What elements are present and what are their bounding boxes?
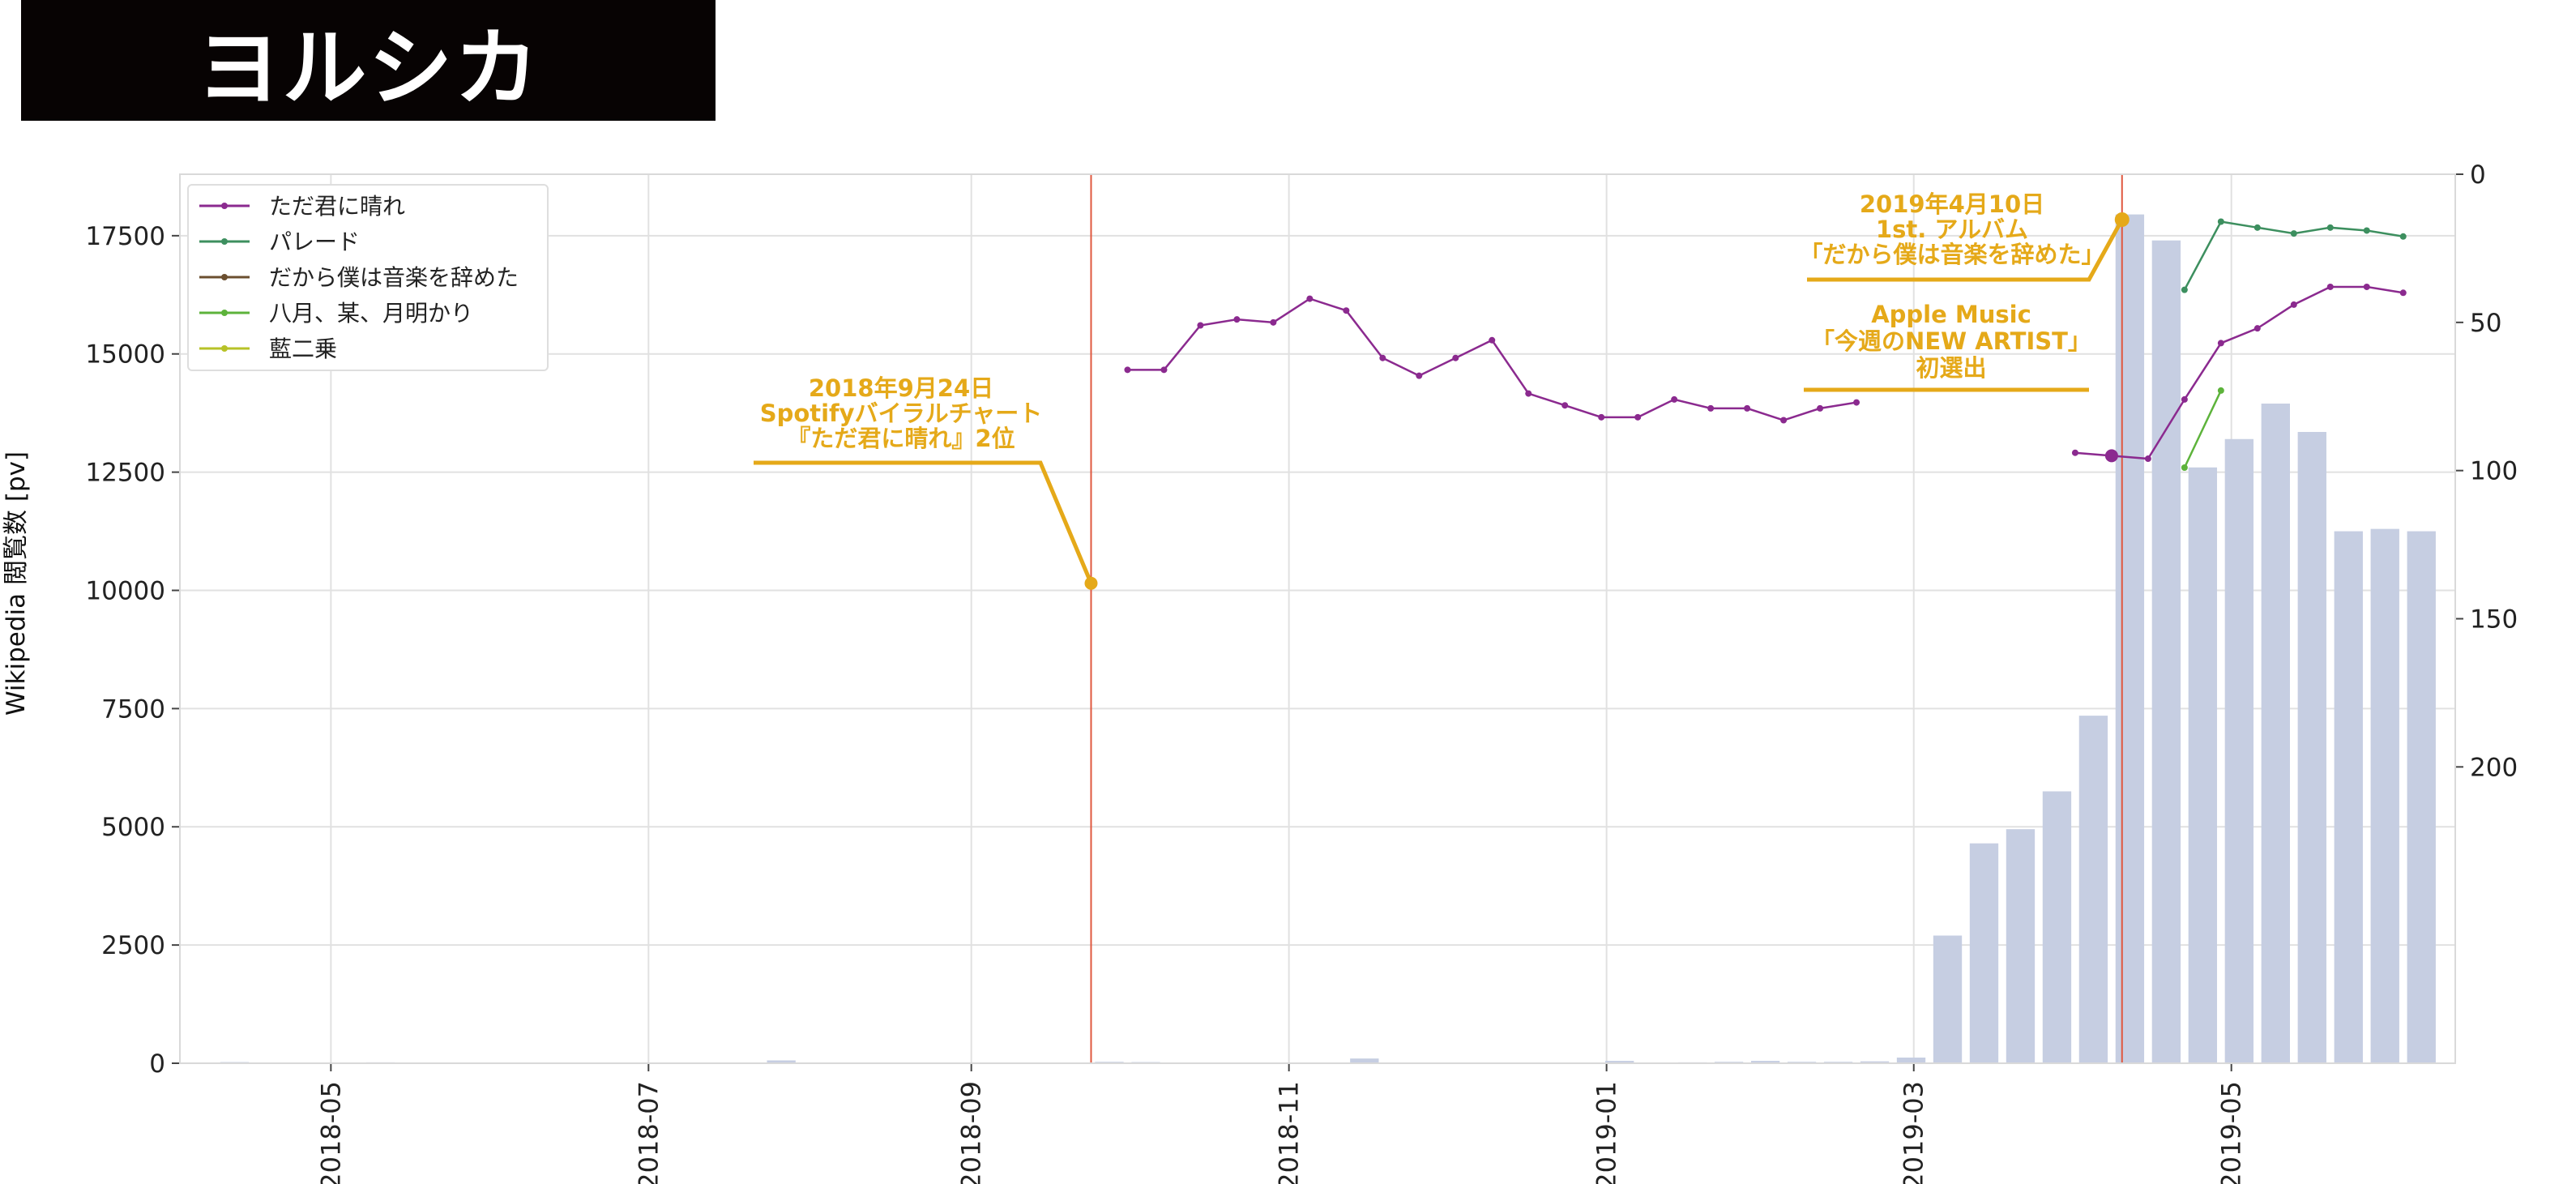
title-banner: ヨルシカ xyxy=(21,0,716,121)
annotation-text: 1st. アルバム xyxy=(1876,216,2028,243)
annotation-text: 初選出 xyxy=(1916,354,1986,382)
annotation-text: 『ただ君に晴れ』2位 xyxy=(787,425,1015,452)
annotation-text: 2019年4月10日 xyxy=(1860,190,2044,218)
bar xyxy=(2297,432,2326,1063)
y-tick-label: 7500 xyxy=(101,695,165,724)
event-lines xyxy=(1090,174,2123,1063)
legend-swatch-dot xyxy=(221,345,228,352)
bar xyxy=(2370,528,2399,1063)
bar xyxy=(2334,531,2363,1063)
y-tick-label: 10000 xyxy=(85,576,165,605)
bars xyxy=(220,214,2436,1064)
x-tick-label: 2018-09 xyxy=(956,1081,987,1184)
y-tick-label: 2500 xyxy=(101,931,165,960)
series-line xyxy=(2183,390,2222,468)
bar xyxy=(2042,791,2072,1063)
bar xyxy=(1896,1057,1926,1063)
rank-series xyxy=(1124,218,2407,472)
series-line xyxy=(1127,297,1857,421)
right-tick-label: 200 xyxy=(2470,753,2518,782)
chart-title: ヨルシカ xyxy=(196,19,540,118)
bar xyxy=(1933,935,1963,1063)
bar xyxy=(2188,467,2218,1063)
y-axis-label: Wikipedia 閲覧数 [pv] xyxy=(2,451,31,716)
legend-swatch-dot xyxy=(221,238,228,245)
bar xyxy=(1860,1061,1890,1063)
bar xyxy=(2078,716,2108,1063)
legend-label: 藍二乗 xyxy=(269,336,337,362)
series-line xyxy=(2183,220,2403,291)
legend-label: だから僕は音楽を辞めた xyxy=(269,264,519,291)
legend-box xyxy=(187,184,549,371)
x-tick-label: 2019-03 xyxy=(1899,1081,1929,1184)
x-tick-label: 2019-01 xyxy=(1591,1081,1622,1184)
bar xyxy=(1605,1061,1634,1063)
bar xyxy=(2115,214,2145,1064)
x-tick-label: 2019-05 xyxy=(2216,1081,2247,1184)
bar xyxy=(2151,240,2181,1063)
axes: 0 2500 5000 7500 10000 12500 15000 17500 2018-05… xyxy=(85,160,2518,1184)
annotation-text: 2018年9月24日 xyxy=(809,374,993,402)
right-tick-label: 100 xyxy=(2470,457,2518,486)
y-tick-label: 17500 xyxy=(85,222,165,251)
legend-label: 八月、某、月明かり xyxy=(269,300,473,327)
annotation-text: Spotifyバイラルチャート xyxy=(760,400,1043,427)
highlight-point xyxy=(2104,449,2118,463)
x-tick-label: 2018-07 xyxy=(633,1081,664,1184)
bar xyxy=(2261,404,2290,1063)
bar xyxy=(2224,438,2254,1063)
y-tick-label: 12500 xyxy=(85,459,165,488)
x-tick-label: 2018-11 xyxy=(1274,1081,1305,1184)
bar xyxy=(767,1060,796,1063)
annotation-text: Apple Music xyxy=(1871,301,2031,328)
legend-swatch-dot xyxy=(221,274,228,280)
annotation-marker xyxy=(2114,212,2130,227)
y-tick-label: 0 xyxy=(149,1049,165,1079)
bar xyxy=(2407,531,2436,1063)
bar xyxy=(2006,829,2036,1063)
right-tick-label: 150 xyxy=(2470,605,2518,635)
grid xyxy=(180,174,2455,1064)
plot-frame xyxy=(179,173,2456,1064)
bar xyxy=(1969,843,1999,1063)
bar xyxy=(1350,1058,1379,1063)
legend-label: ただ君に晴れ xyxy=(269,193,405,220)
annotation-leader xyxy=(1807,218,2124,282)
legend-swatch-dot xyxy=(221,203,228,209)
series-line xyxy=(2074,285,2403,460)
legend-label: パレード xyxy=(269,229,360,255)
annotation-leader xyxy=(754,460,1093,584)
y-tick-label: 5000 xyxy=(101,813,165,842)
x-tick-label: 2018-05 xyxy=(315,1081,346,1184)
bar xyxy=(1750,1061,1780,1063)
right-tick-label: 50 xyxy=(2470,309,2501,338)
annotation-text: 「今週のNEW ARTIST」 xyxy=(1811,327,2091,355)
legend-swatch-dot xyxy=(221,310,228,316)
right-tick-label: 0 xyxy=(2470,160,2486,190)
annotation-text: 「だから僕は音楽を辞めた」 xyxy=(1799,241,2104,268)
y-tick-label: 15000 xyxy=(85,340,165,370)
annotation-marker xyxy=(1084,576,1098,590)
